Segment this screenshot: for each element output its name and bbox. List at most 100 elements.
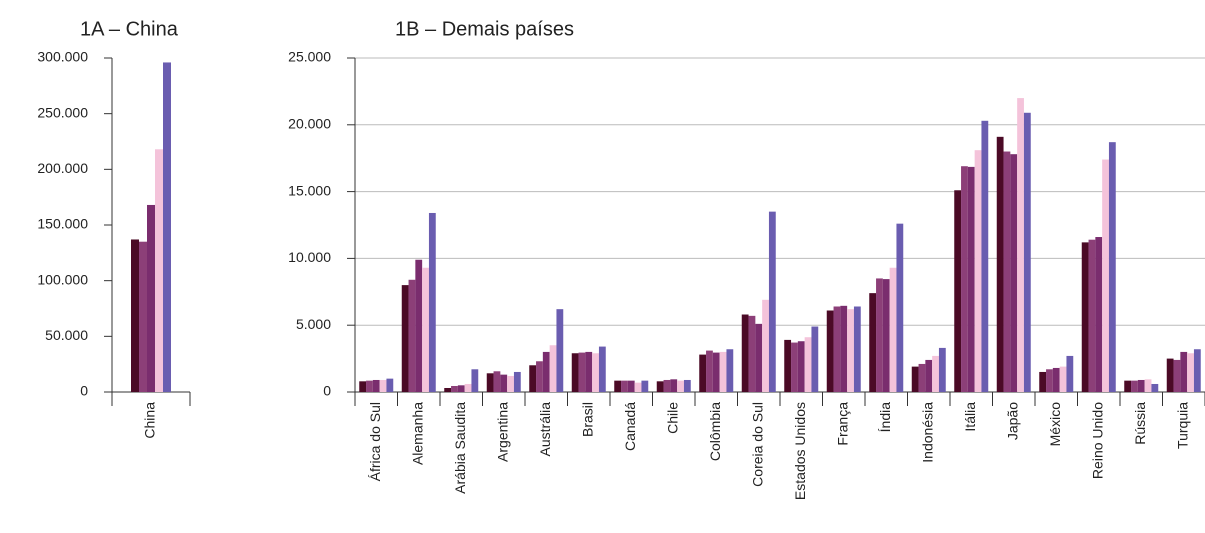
y-tick-label: 0 (323, 383, 331, 399)
y-tick-label: 250.000 (37, 104, 88, 120)
bar (996, 136, 1004, 392)
bar (422, 267, 429, 392)
bar (726, 349, 734, 392)
chart-title: 1A – China (80, 18, 179, 40)
bar (981, 120, 989, 393)
bar (1088, 239, 1096, 392)
bar (876, 278, 883, 392)
bar (954, 190, 962, 392)
bar (139, 241, 147, 392)
bar (748, 315, 756, 392)
bar (974, 150, 982, 392)
bar (372, 379, 380, 392)
x-tick-label: Índia (877, 402, 893, 433)
bar (386, 378, 394, 392)
y-tick-label: 100.000 (37, 271, 88, 287)
bar (493, 371, 501, 392)
x-tick-label: Argentina (494, 402, 510, 462)
bar (471, 369, 479, 392)
x-tick-label: Brasil (579, 402, 595, 437)
bar (1081, 242, 1089, 392)
bar (614, 380, 622, 392)
bar (401, 285, 409, 392)
bar (663, 379, 671, 392)
bar (706, 350, 713, 392)
bar (1059, 366, 1067, 392)
bar (415, 259, 423, 392)
x-tick-label: Colômbia (707, 402, 723, 461)
y-tick-label: 15.000 (288, 182, 331, 198)
bar (826, 310, 834, 392)
bar (768, 211, 776, 392)
bar (578, 352, 586, 392)
bar (1039, 371, 1047, 392)
y-tick-label: 50.000 (45, 327, 88, 343)
y-tick-label: 20.000 (288, 116, 331, 132)
bar (967, 166, 975, 392)
y-tick-label: 10.000 (288, 249, 331, 265)
bar (556, 309, 564, 392)
bar (853, 306, 861, 392)
bar (451, 385, 458, 392)
x-tick-label: Austrália (537, 402, 553, 457)
bar (1017, 98, 1024, 392)
y-tick-label: 200.000 (37, 160, 88, 176)
x-tick-label: Canadá (622, 402, 638, 451)
bar (1151, 383, 1159, 392)
bar (918, 363, 926, 392)
bar (797, 341, 805, 392)
bar (840, 305, 848, 392)
bar (529, 365, 537, 392)
bar (1003, 151, 1011, 392)
bar (811, 326, 819, 392)
bar (755, 323, 763, 392)
bar (542, 351, 550, 392)
bar (699, 354, 707, 392)
x-tick-label: Indonésia (919, 402, 935, 463)
bar (598, 346, 606, 392)
bar (585, 351, 593, 392)
bar (670, 379, 678, 392)
bar (762, 299, 769, 392)
bar (428, 212, 436, 392)
bar (627, 380, 635, 392)
bar (719, 351, 727, 392)
bar (712, 352, 720, 392)
bar (366, 380, 373, 392)
x-tick-label: México (1047, 402, 1063, 447)
bar (938, 347, 946, 392)
bar (634, 382, 642, 392)
y-tick-label: 300.000 (37, 49, 88, 65)
x-tick-label: África do Sul (367, 402, 383, 481)
bar (889, 267, 897, 392)
bar (507, 375, 514, 392)
bar (444, 387, 452, 392)
x-tick-label: Arábia Saudita (452, 402, 468, 494)
bar (911, 366, 919, 392)
y-tick-label: 150.000 (37, 216, 88, 232)
x-tick-label: Rússia (1132, 402, 1148, 445)
bar (1187, 353, 1194, 392)
x-tick-label: Japão (1004, 402, 1020, 440)
bar (513, 371, 521, 392)
bar (683, 379, 691, 392)
x-tick-label: China (142, 402, 158, 439)
bar (784, 339, 792, 392)
x-tick-label: Coreia do Sul (749, 402, 765, 487)
bar (536, 361, 543, 392)
bar (641, 380, 649, 392)
bar (925, 359, 933, 392)
bar (379, 379, 387, 392)
bar (1144, 379, 1152, 392)
bar (1131, 380, 1138, 392)
bar (1010, 154, 1018, 392)
bar (131, 239, 139, 392)
bar (741, 314, 749, 392)
bar (1193, 349, 1201, 392)
x-tick-label: Itália (962, 402, 978, 432)
bar (1173, 359, 1181, 392)
bar (571, 353, 579, 392)
bar (155, 149, 163, 392)
x-tick-label: Alemanha (409, 402, 425, 465)
